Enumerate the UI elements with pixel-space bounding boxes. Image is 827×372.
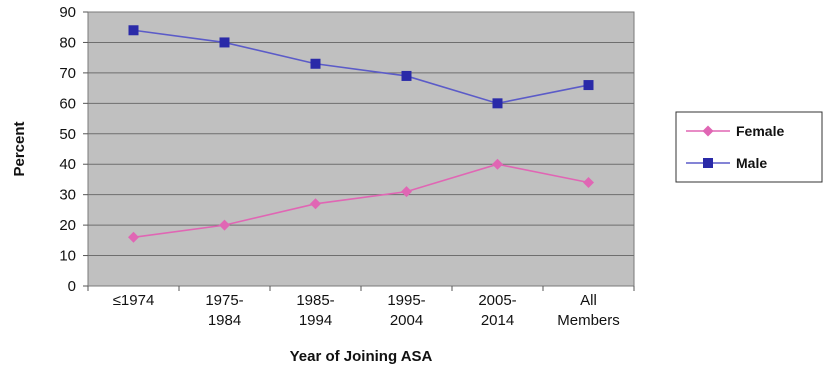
- series-female: [128, 158, 594, 243]
- x-tick-label: ≤1974: [113, 292, 155, 309]
- male-data-point: [310, 58, 321, 69]
- male-data-point: [219, 37, 230, 48]
- male-data-point: [128, 25, 139, 36]
- legend: Female Male: [675, 111, 823, 183]
- legend-label: Female: [736, 123, 784, 139]
- x-tick-label: 1985-1994: [296, 292, 334, 329]
- x-tick-label: All Members: [557, 292, 620, 329]
- y-tick-label: 40: [59, 156, 76, 173]
- female-data-point: [128, 231, 139, 243]
- female-line: [133, 163, 589, 239]
- legend-item-male: Male: [686, 155, 767, 171]
- y-tick-label: 20: [59, 217, 76, 234]
- female-data-point: [219, 219, 230, 231]
- female-data-point: [310, 198, 321, 210]
- x-tick-label: 1995-2004: [387, 292, 425, 329]
- female-data-point: [492, 158, 503, 170]
- y-tick-label: 10: [59, 248, 76, 265]
- y-tick-label: 30: [59, 187, 76, 204]
- legend-label: Male: [736, 155, 767, 171]
- female-data-point: [583, 176, 594, 188]
- series-layer: [128, 25, 594, 243]
- plot-area: [87, 11, 635, 287]
- x-axis-ticks: ≤1974 1975-1984 1985-1994 1995-2004 2005-201…: [87, 286, 635, 329]
- y-tick-label: 0: [68, 278, 76, 295]
- y-tick-label: 80: [59, 34, 76, 51]
- y-tick-label: 70: [59, 65, 76, 82]
- y-axis-title: Percent: [11, 121, 28, 176]
- y-tick-label: 50: [59, 126, 76, 143]
- legend-swatch-marker: [702, 125, 714, 137]
- y-axis-ticks: 0 10 20 30 40 50 60 70 80 90: [59, 4, 88, 295]
- x-tick-label: 2005-2014: [478, 292, 516, 329]
- x-tick-label: 1975-1984: [205, 292, 243, 329]
- male-line: [133, 29, 589, 105]
- male-data-point: [492, 98, 503, 109]
- female-data-point: [401, 186, 412, 198]
- series-male: [128, 25, 594, 109]
- male-data-point: [583, 80, 594, 91]
- legend-swatch-marker: [703, 158, 713, 168]
- x-axis-title: Year of Joining ASA: [290, 348, 433, 365]
- y-tick-label: 60: [59, 95, 76, 112]
- legend-box: [675, 111, 823, 183]
- y-tick-label: 90: [59, 4, 76, 21]
- gridlines: [88, 41, 634, 257]
- male-data-point: [401, 70, 412, 81]
- legend-item-female: Female: [686, 123, 784, 139]
